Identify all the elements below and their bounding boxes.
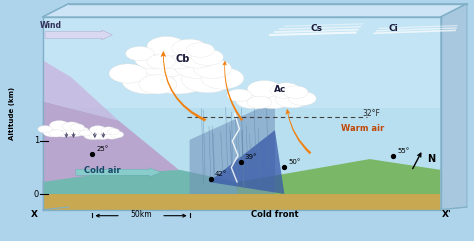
- Text: 50km: 50km: [130, 210, 152, 220]
- Text: 0: 0: [34, 189, 39, 199]
- Circle shape: [90, 126, 106, 134]
- Circle shape: [73, 127, 89, 135]
- Circle shape: [122, 67, 174, 94]
- Circle shape: [270, 83, 301, 99]
- Circle shape: [177, 48, 216, 68]
- Circle shape: [50, 123, 77, 137]
- Polygon shape: [237, 159, 441, 194]
- Polygon shape: [43, 17, 441, 108]
- Text: Altitude (km): Altitude (km): [9, 87, 15, 140]
- Text: 32°F: 32°F: [363, 109, 381, 118]
- Circle shape: [149, 42, 202, 69]
- Circle shape: [89, 133, 101, 140]
- Circle shape: [43, 127, 63, 137]
- Text: Cold air: Cold air: [83, 166, 120, 175]
- Text: 50°: 50°: [288, 159, 301, 165]
- Text: Ac: Ac: [273, 85, 286, 94]
- Polygon shape: [209, 130, 284, 194]
- Circle shape: [63, 122, 81, 131]
- Polygon shape: [43, 170, 237, 194]
- Circle shape: [147, 54, 175, 69]
- Circle shape: [139, 75, 177, 94]
- Text: Warm air: Warm air: [341, 124, 384, 133]
- Circle shape: [91, 128, 113, 140]
- Polygon shape: [441, 4, 467, 210]
- Text: Cold front: Cold front: [251, 210, 299, 220]
- Text: X: X: [31, 210, 37, 220]
- Circle shape: [109, 64, 147, 83]
- Circle shape: [147, 36, 186, 56]
- Polygon shape: [43, 101, 228, 210]
- Text: Cb: Cb: [175, 54, 190, 64]
- Text: N: N: [428, 154, 436, 164]
- Circle shape: [275, 91, 310, 108]
- Text: 42°: 42°: [215, 171, 227, 177]
- Circle shape: [289, 91, 316, 106]
- Text: Cs: Cs: [310, 24, 323, 33]
- Circle shape: [193, 59, 231, 78]
- Circle shape: [172, 39, 208, 57]
- Text: X': X': [442, 210, 451, 220]
- Circle shape: [191, 49, 223, 65]
- Polygon shape: [43, 17, 441, 210]
- Polygon shape: [43, 4, 467, 17]
- Circle shape: [236, 91, 270, 109]
- Text: 1: 1: [34, 136, 39, 146]
- Circle shape: [247, 80, 281, 98]
- Circle shape: [70, 124, 84, 131]
- Circle shape: [79, 130, 91, 136]
- Text: Wind: Wind: [40, 21, 62, 30]
- FancyArrow shape: [45, 30, 112, 40]
- Circle shape: [182, 66, 234, 93]
- Text: Ci: Ci: [389, 24, 398, 33]
- FancyArrow shape: [76, 168, 161, 177]
- Circle shape: [283, 86, 308, 98]
- Circle shape: [142, 58, 213, 94]
- Text: 39°: 39°: [245, 154, 257, 160]
- Circle shape: [49, 120, 69, 131]
- Circle shape: [186, 43, 215, 57]
- Circle shape: [103, 131, 120, 139]
- Circle shape: [101, 127, 116, 134]
- Circle shape: [139, 51, 191, 77]
- Circle shape: [110, 131, 124, 138]
- Polygon shape: [190, 101, 275, 194]
- Polygon shape: [209, 131, 284, 194]
- Circle shape: [201, 67, 244, 89]
- Circle shape: [49, 130, 64, 137]
- Circle shape: [108, 128, 119, 134]
- Circle shape: [249, 85, 296, 109]
- Circle shape: [247, 96, 272, 109]
- Circle shape: [135, 49, 173, 69]
- Text: 25°: 25°: [96, 146, 109, 152]
- Circle shape: [126, 46, 154, 61]
- Polygon shape: [43, 60, 118, 120]
- Circle shape: [38, 126, 52, 133]
- Polygon shape: [43, 194, 441, 210]
- Text: 55°: 55°: [397, 148, 410, 154]
- Circle shape: [65, 127, 85, 137]
- Circle shape: [83, 131, 100, 140]
- Circle shape: [174, 54, 221, 78]
- Circle shape: [227, 89, 252, 102]
